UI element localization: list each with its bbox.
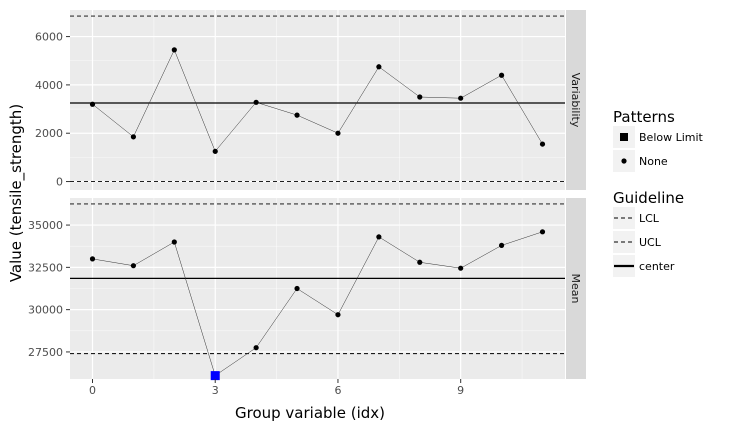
facet-strip-label: Mean <box>569 274 582 304</box>
data-point <box>130 263 137 269</box>
data-point <box>458 95 464 101</box>
facet-strip-label: Variability <box>569 73 582 128</box>
panel-variability: 0 2000 4000 6000 Variability <box>35 10 586 190</box>
legend-guideline-items: LCL UCL center <box>613 207 675 277</box>
data-point <box>417 94 423 100</box>
legend: Patterns Below Limit None Guideline LCL UC… <box>613 108 704 277</box>
data-point <box>294 285 300 292</box>
legend-label: Below Limit <box>639 131 704 144</box>
y-tick-label: 0 <box>56 176 63 189</box>
data-point <box>253 345 259 351</box>
y-tick-label: 35000 <box>28 219 63 232</box>
data-point <box>498 72 505 78</box>
panels-layer: 0 2000 4000 6000 Variability 27500 30000 32500 3… <box>28 10 586 397</box>
x-tick-label: 9 <box>457 384 464 397</box>
legend-key-square <box>620 133 628 141</box>
legend-label: LCL <box>639 212 660 225</box>
y-axis-title: Value (tensile_strength) <box>7 104 26 282</box>
y-tick-label: 4000 <box>35 79 63 92</box>
y-tick-label: 6000 <box>35 31 63 44</box>
legend-patterns-title: Patterns <box>613 108 675 126</box>
data-point <box>498 242 505 248</box>
data-point <box>253 99 259 105</box>
data-point <box>376 234 382 240</box>
legend-label: center <box>639 260 675 273</box>
x-tick-label: 3 <box>212 384 219 397</box>
panel-mean: 27500 30000 32500 35000 Mean <box>28 198 586 381</box>
panel-background <box>70 10 565 190</box>
facet-strip <box>566 198 586 379</box>
data-point <box>376 64 382 70</box>
data-point <box>171 239 177 245</box>
x-axis-title: Group variable (idx) <box>235 404 385 422</box>
data-point <box>212 148 218 154</box>
y-tick-label: 27500 <box>28 346 63 359</box>
y-tick-label: 30000 <box>28 304 63 317</box>
series-line <box>92 49 543 152</box>
legend-guideline-title: Guideline <box>613 189 684 207</box>
data-point <box>417 259 423 265</box>
data-point <box>294 112 300 118</box>
x-tick-label: 6 <box>334 384 341 397</box>
data-point <box>539 141 546 147</box>
y-tick-label: 32500 <box>28 261 63 274</box>
y-tick-label: 2000 <box>35 127 63 140</box>
facet-strip <box>566 10 586 190</box>
legend-label: None <box>639 155 668 168</box>
series-line <box>92 231 543 376</box>
data-point <box>335 312 341 318</box>
legend-patterns-items: Below Limit None <box>613 126 704 172</box>
data-point <box>335 130 341 136</box>
legend-key-circle <box>621 158 627 164</box>
data-point <box>89 256 96 262</box>
x-tick-label: 0 <box>89 384 96 397</box>
data-point <box>89 101 96 107</box>
legend-label: UCL <box>639 236 662 249</box>
data-point <box>458 265 464 271</box>
data-point <box>539 229 546 235</box>
data-point-below-limit <box>210 371 220 381</box>
data-point <box>130 134 137 140</box>
data-point <box>171 47 177 53</box>
